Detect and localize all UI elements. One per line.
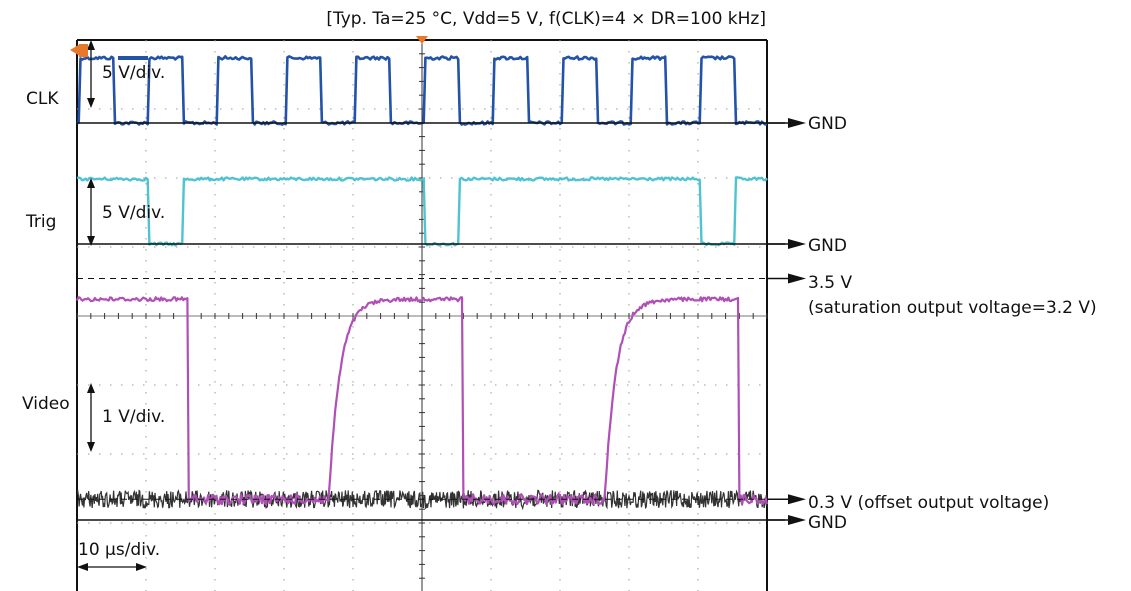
sat-level-label: 3.5 V <box>808 273 852 293</box>
clk-channel-marker-body <box>79 44 88 57</box>
clk-scale-label: 5 V/div. <box>102 63 165 83</box>
video-label: Video <box>22 394 70 414</box>
time-scale-label: 10 μs/div. <box>78 540 160 560</box>
video-gnd-label: GND <box>808 513 847 533</box>
chart-title: [Typ. Ta=25 °C, Vdd=5 V, f(CLK)=4 × DR=1… <box>326 9 766 29</box>
clk-channel-marker <box>70 44 80 56</box>
video-trace <box>75 296 769 506</box>
time-arrow-right-head <box>136 563 147 571</box>
clk-gnd-arrow-head <box>788 118 806 128</box>
clk-gnd-label: GND <box>808 114 847 134</box>
sat-note-label: (saturation output voltage=3.2 V) <box>808 298 1097 318</box>
clk-scale-arrow-top-head <box>87 40 95 50</box>
trig-label: Trig <box>25 212 56 232</box>
video-scale-arrow-bottom-head <box>87 442 95 452</box>
video-offset-noise <box>76 489 768 511</box>
time-arrow-left-head <box>77 563 88 571</box>
trig-gnd-arrow-head <box>788 239 806 249</box>
trigger-position-marker <box>416 36 428 44</box>
trig-scale-arrow-bottom-head <box>87 236 95 246</box>
video-scale-label: 1 V/div. <box>102 407 165 427</box>
offset-note-label: 0.3 V (offset output voltage) <box>808 493 1049 513</box>
grid <box>76 39 768 591</box>
clk-label: CLK <box>26 89 59 109</box>
clk-cursor-bar <box>118 56 148 60</box>
trig-scale-arrow-top-head <box>87 178 95 188</box>
clk-scale-arrow-bottom-head <box>87 98 95 108</box>
overlays <box>70 36 806 571</box>
sat-arrow-head <box>788 273 806 284</box>
trig-scale-label: 5 V/div. <box>102 203 165 223</box>
trig-trace <box>76 176 768 247</box>
trig-gnd-label: GND <box>808 236 847 256</box>
offset-arrow-head <box>788 494 806 505</box>
video-gnd-arrow-head <box>788 515 806 525</box>
video-scale-arrow-top-head <box>87 383 95 393</box>
